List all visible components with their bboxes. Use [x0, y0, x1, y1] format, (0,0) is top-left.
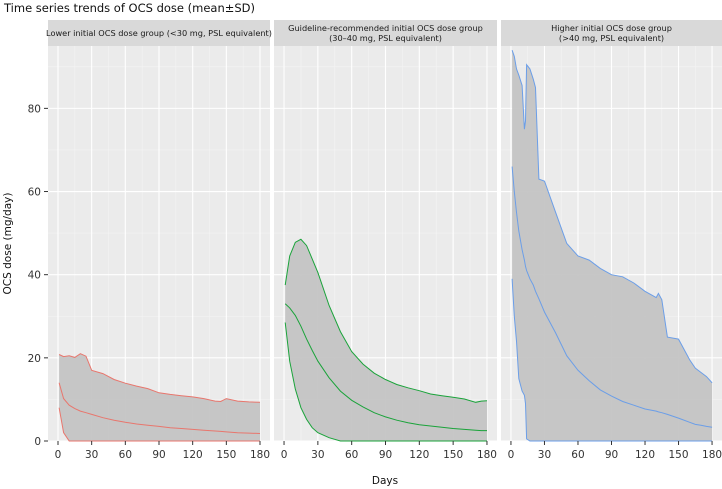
- y-axis: 0 20 40 60 80: [28, 103, 48, 448]
- facet-panel-2: Guideline-recommended initial OCS dose g…: [274, 20, 497, 461]
- x-tick-label: 180: [250, 449, 270, 461]
- x-tick-label: 90: [152, 449, 165, 461]
- x-tick-label: 150: [216, 449, 236, 461]
- y-tick-label: 20: [28, 353, 41, 365]
- x-tick-label: 90: [379, 449, 392, 461]
- facet-strip: [274, 20, 497, 46]
- mean-line: [511, 166, 713, 428]
- facet-panel-1: Lower initial OCS dose group (<30 mg, PS…: [46, 20, 272, 461]
- x-tick-label: 120: [409, 449, 429, 461]
- facet-strip-label: (>40 mg, PSL equivalent): [559, 33, 664, 43]
- x-tick-label: 0: [55, 449, 62, 461]
- x-tick-label: 120: [183, 449, 203, 461]
- facet-strip-label: (30–40 mg, PSL equivalent): [329, 33, 442, 43]
- y-tick-label: 80: [28, 103, 41, 115]
- y-tick-label: 0: [34, 436, 41, 448]
- y-tick-label: 40: [28, 270, 41, 282]
- x-tick-label: 60: [345, 449, 358, 461]
- mean-line: [58, 382, 261, 434]
- x-tick-label: 150: [443, 449, 463, 461]
- x-tick-label: 120: [635, 449, 655, 461]
- x-tick-label: 180: [702, 449, 722, 461]
- x-tick-label: 0: [281, 449, 288, 461]
- x-tick-label: 60: [119, 449, 132, 461]
- lower-sd-line: [58, 407, 260, 442]
- upper-sd-line: [58, 353, 261, 403]
- facet-strip: [501, 20, 722, 46]
- facet-strip-label: Higher initial OCS dose group: [551, 23, 672, 33]
- facet-strip-label: Lower initial OCS dose group (<30 mg, PS…: [46, 28, 272, 38]
- upper-sd-line: [511, 50, 713, 384]
- x-tick-label: 180: [477, 449, 497, 461]
- facet-panel-3: Higher initial OCS dose group(>40 mg, PS…: [501, 20, 722, 461]
- x-tick-label: 60: [571, 449, 584, 461]
- y-tick-label: 60: [28, 187, 41, 199]
- x-tick-label: 90: [605, 449, 618, 461]
- facet-strip-label: Guideline-recommended initial OCS dose g…: [288, 23, 483, 33]
- lower-sd-line: [284, 322, 487, 442]
- x-tick-label: 150: [669, 449, 689, 461]
- upper-sd-line: [284, 238, 488, 403]
- chart-title: Time series trends of OCS dose (mean±SD): [4, 1, 256, 15]
- x-tick-label: 30: [311, 449, 324, 461]
- x-axis-title: Days: [372, 475, 398, 487]
- x-tick-label: 30: [85, 449, 98, 461]
- y-axis-title: OCS dose (mg/day): [2, 193, 14, 295]
- x-tick-label: 30: [538, 449, 551, 461]
- mean-line: [284, 303, 487, 432]
- sd-ribbon: [512, 50, 713, 441]
- sd-ribbon: [285, 239, 487, 441]
- lower-sd-line: [511, 278, 713, 442]
- x-tick-label: 0: [508, 449, 515, 461]
- facet-strip: [48, 20, 270, 46]
